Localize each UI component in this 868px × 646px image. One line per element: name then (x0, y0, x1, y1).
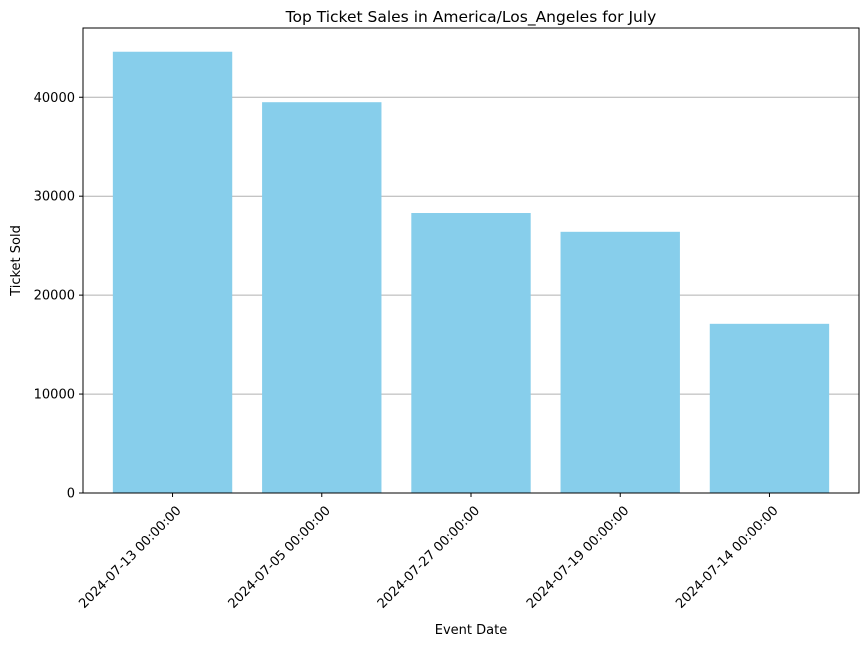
y-tick-label: 30000 (34, 190, 75, 205)
y-tick-label: 0 (67, 487, 75, 502)
bar (112, 51, 233, 493)
x-axis-label: Event Date (435, 623, 507, 638)
chart-title: Top Ticket Sales in America/Los_Angeles … (285, 8, 657, 27)
y-tick-label: 20000 (34, 289, 75, 304)
bar (560, 231, 680, 493)
y-axis-label: Ticket Sold (9, 225, 24, 297)
y-axis-ticks: 0 10000 20000 30000 40000 (34, 91, 83, 502)
bars (112, 51, 830, 494)
bar (709, 323, 830, 493)
y-tick-label: 10000 (34, 388, 75, 403)
bar (262, 102, 382, 494)
bar (411, 213, 531, 494)
y-tick-label: 40000 (34, 91, 75, 106)
